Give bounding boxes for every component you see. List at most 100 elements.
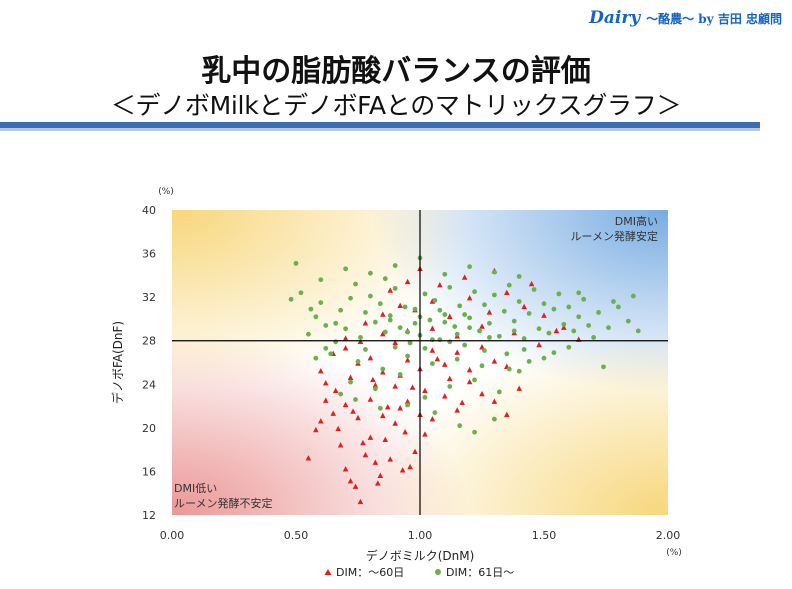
y-tick-label: 40	[142, 204, 156, 217]
data-point-series-0	[404, 398, 411, 404]
data-point-series-0	[461, 274, 468, 280]
data-point-series-1	[576, 314, 582, 320]
data-point-series-1	[457, 303, 463, 309]
data-point-series-1	[353, 281, 358, 287]
data-point-series-0	[357, 498, 364, 505]
data-point-series-1	[447, 284, 453, 290]
data-point-series-0	[387, 287, 394, 293]
data-point-series-1	[454, 356, 460, 362]
data-point-series-1	[422, 291, 428, 297]
data-point-series-1	[516, 274, 522, 279]
data-point-series-1	[422, 394, 428, 400]
data-point-series-1	[511, 328, 517, 334]
data-point-series-1	[363, 309, 368, 315]
data-point-series-1	[501, 308, 507, 314]
data-point-series-0	[382, 436, 389, 443]
data-point-series-1	[561, 321, 567, 327]
page-title: 乳中の脂肪酸バランスの評価	[201, 54, 591, 89]
data-point-series-1	[372, 386, 378, 392]
data-point-series-0	[347, 478, 354, 484]
data-point-series-0	[404, 357, 411, 363]
data-point-series-0	[429, 415, 436, 422]
data-point-series-1	[541, 355, 547, 361]
data-point-series-0	[404, 278, 411, 285]
data-point-series-0	[454, 407, 460, 413]
data-point-series-1	[432, 410, 438, 416]
data-point-series-1	[348, 379, 353, 385]
brand-subtitle: ～酪農～ by 吉田 忠顧問	[646, 12, 782, 26]
data-point-series-0	[332, 387, 339, 394]
data-point-series-0	[429, 325, 436, 331]
data-point-series-1	[368, 293, 373, 299]
data-point-series-1	[387, 317, 393, 323]
data-point-series-1	[397, 325, 403, 331]
data-point-series-0	[380, 369, 386, 375]
data-point-series-1	[442, 319, 448, 325]
data-point-series-0	[377, 472, 384, 478]
annotation-bottom-left: DMI低い	[174, 482, 217, 495]
data-point-series-0	[342, 335, 349, 341]
data-point-series-0	[367, 434, 374, 440]
data-point-series-0	[466, 295, 473, 301]
data-point-series-0	[347, 374, 354, 380]
data-point-series-0	[387, 456, 394, 462]
data-point-series-0	[504, 289, 510, 295]
data-point-series-0	[407, 463, 413, 470]
data-point-series-0	[437, 281, 443, 288]
data-point-series-1	[454, 331, 460, 337]
data-point-series-0	[479, 390, 485, 397]
data-point-series-1	[630, 293, 636, 299]
data-point-series-0	[318, 368, 324, 374]
data-point-series-1	[467, 315, 472, 321]
x-tick-label: 1.50	[532, 529, 557, 542]
data-point-series-1	[392, 344, 398, 350]
x-tick-label: 0.00	[160, 529, 185, 542]
y-unit-label: (%)	[158, 187, 174, 197]
data-point-series-1	[343, 326, 348, 332]
data-point-series-1	[511, 318, 517, 324]
data-point-series-1	[516, 299, 522, 304]
data-point-series-0	[442, 393, 448, 399]
data-point-series-1	[516, 368, 522, 374]
data-point-series-0	[422, 431, 428, 437]
y-tick-label: 28	[142, 335, 156, 348]
data-point-series-1	[531, 287, 537, 292]
data-point-series-1	[308, 306, 314, 312]
data-point-series-1	[432, 298, 438, 303]
data-point-series-0	[380, 412, 386, 419]
data-point-series-1	[546, 330, 552, 336]
data-point-series-0	[422, 387, 428, 394]
data-point-series-0	[318, 418, 324, 424]
data-point-series-0	[516, 385, 522, 391]
data-point-series-1	[526, 359, 532, 364]
data-point-series-1	[536, 326, 542, 332]
data-point-series-1	[521, 336, 527, 341]
data-point-series-0	[553, 327, 560, 334]
x-tick-label: 2.00	[656, 529, 681, 542]
x-unit-label: (%)	[666, 548, 682, 558]
data-point-series-1	[338, 307, 344, 313]
data-point-series-0	[399, 467, 406, 473]
data-point-series-1	[293, 260, 299, 266]
data-point-series-0	[305, 455, 312, 461]
data-point-series-1	[313, 355, 319, 361]
data-point-series-1	[504, 351, 510, 357]
data-point-series-0	[392, 383, 398, 389]
data-point-series-1	[462, 342, 468, 348]
data-point-series-1	[556, 291, 562, 297]
data-point-series-0	[434, 356, 441, 362]
data-point-series-0	[352, 483, 359, 489]
annotation-top-right: ルーメン発酵安定	[570, 229, 658, 243]
data-point-series-1	[482, 302, 487, 308]
y-tick-label: 36	[142, 248, 156, 261]
data-point-series-1	[462, 312, 468, 317]
title-underline	[0, 122, 760, 128]
data-point-series-0	[342, 401, 349, 408]
data-point-series-1	[496, 333, 502, 339]
data-point-series-1	[363, 347, 368, 352]
data-point-series-1	[323, 345, 329, 351]
data-point-series-1	[496, 389, 502, 395]
data-point-series-1	[348, 295, 353, 301]
data-point-series-1	[405, 353, 410, 359]
data-point-series-0	[429, 347, 436, 353]
